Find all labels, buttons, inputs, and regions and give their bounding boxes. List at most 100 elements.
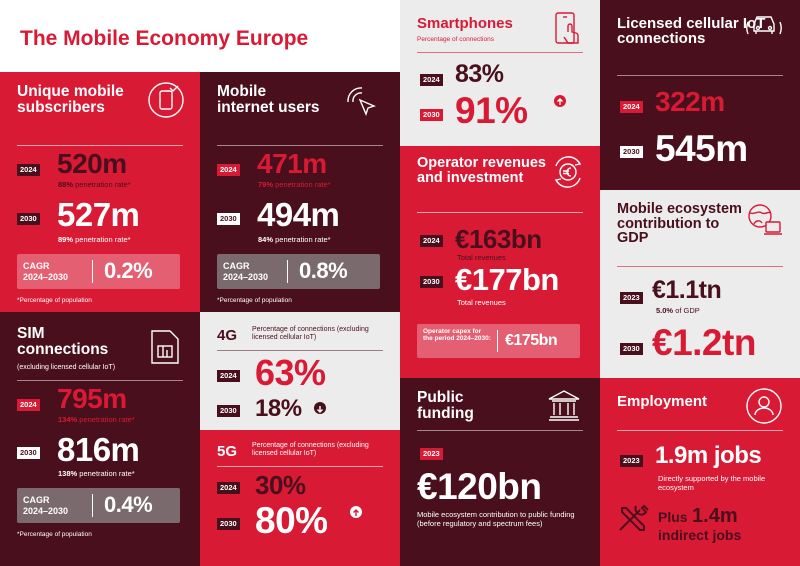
gdp-share: 5.0% of GDP [656, 306, 700, 315]
operator-value-2: €177bn [455, 262, 559, 297]
unique-cagr-value: 0.2% [104, 258, 153, 283]
g5-value-1: 30% [255, 470, 306, 500]
internet-heading: Mobile internet users [217, 83, 320, 116]
operator-value-1: €163bn [455, 224, 542, 254]
g5-year-1: 2024 [217, 482, 240, 494]
connected-car-icon [744, 8, 784, 49]
panel-5g: 5G Percentage of connections (excluding … [200, 430, 400, 566]
panel-operator-revenues: Operator revenues and investment 2024 €1… [400, 146, 600, 378]
cursor-click-icon [340, 80, 382, 127]
operator-heading: Operator revenues and investment [417, 155, 546, 186]
panel-public-funding: Public funding 2023 €120bn Mobile ecosys… [400, 378, 600, 566]
gdp-value-1: €1.1tn [652, 276, 722, 304]
panel-4g: 4G Percentage of connections (excluding … [200, 312, 400, 430]
tools-icon [614, 500, 652, 543]
panel-smartphones: Smartphones Percentage of connections 20… [400, 0, 600, 146]
unique-heading: Unique mobile subscribers [17, 83, 124, 116]
operator-capex-value: €175bn [505, 332, 558, 349]
unique-value-2: 527m [57, 196, 140, 233]
smart-heading: Smartphones [417, 15, 513, 32]
g5-sub: Percentage of connections (excluding lic… [252, 442, 369, 458]
employment-indirect: Plus 1.4m [658, 505, 738, 527]
increase-arrow-icon [350, 506, 362, 518]
government-building-icon [546, 388, 582, 427]
panel-iot-connections: Licensed cellular IoT connections 2024 3… [600, 0, 800, 190]
title-area: The Mobile Economy Europe [0, 0, 400, 72]
smartphone-tap-icon [550, 10, 584, 55]
panel-unique-subscribers: Unique mobile subscribers 2024 520m 88% … [0, 72, 200, 312]
employment-value: 1.9m jobs [655, 442, 762, 469]
public-value: €120bn [417, 466, 542, 507]
internet-footnote: *Percentage of population [217, 297, 292, 304]
panel-employment: Employment 2023 1.9m jobs Directly suppo… [600, 378, 800, 566]
operator-capex-label: Operator capex for the period 2024–2030: [423, 328, 491, 343]
sim-cagr-label: CAGR 2024–2030 [23, 495, 69, 516]
sim-card-icon [148, 328, 182, 371]
smart-value-1: 83% [455, 60, 504, 88]
g5-heading: 5G [217, 443, 238, 460]
sim-value-1: 795m [57, 383, 127, 414]
unique-year-1: 2024 [17, 164, 40, 176]
panel-internet-users: Mobile internet users 2024 471m 79% pene… [200, 72, 400, 312]
phone-check-icon [146, 80, 186, 125]
sim-year-1: 2024 [17, 399, 40, 411]
increase-arrow-icon [554, 95, 566, 107]
sim-rate-2: 138% penetration rate* [58, 469, 135, 478]
smart-value-2: 91% [455, 90, 528, 131]
gdp-year-1: 2023 [620, 292, 643, 304]
unique-rate-2: 89% penetration rate* [58, 235, 131, 244]
public-heading: Public funding [417, 389, 474, 422]
iot-value-1: 322m [655, 86, 725, 117]
employment-indirect-label: indirect jobs [658, 527, 742, 543]
unique-cagr-box: CAGR 2024–2030 0.2% [17, 254, 180, 289]
sim-cagr-value: 0.4% [104, 492, 153, 517]
g4-value-2: 18% [255, 395, 302, 422]
internet-cagr-box: CAGR 2024–2030 0.8% [217, 254, 380, 289]
panel-sim-connections: SIM connections (excluding licensed cell… [0, 312, 200, 566]
gdp-value-2: €1.2tn [652, 322, 756, 363]
unique-footnote: *Percentage of population [17, 297, 92, 304]
unique-cagr-label: CAGR 2024–2030 [23, 261, 69, 282]
sim-heading: SIM connections [17, 325, 109, 358]
g5-year-2: 2030 [217, 518, 240, 530]
sim-sub: (excluding licensed cellular IoT) [17, 364, 116, 371]
sim-value-2: 816m [57, 431, 140, 468]
euro-cycle-icon [548, 152, 588, 197]
g4-value-1: 63% [255, 352, 326, 393]
g4-heading: 4G [217, 327, 238, 344]
internet-year-1: 2024 [217, 164, 240, 176]
operator-year-2: 2030 [420, 276, 443, 288]
smart-year-2: 2030 [420, 109, 443, 121]
unique-rate-1: 88% penetration rate* [58, 180, 131, 189]
iot-year-2: 2030 [620, 146, 643, 158]
employment-year: 2023 [620, 455, 643, 467]
unique-year-2: 2030 [17, 213, 40, 225]
page-title: The Mobile Economy Europe [20, 27, 309, 50]
operator-year-1: 2024 [420, 235, 443, 247]
g4-year-1: 2024 [217, 370, 240, 382]
iot-heading: Licensed cellular IoT connections [617, 15, 766, 47]
globe-devices-icon [744, 200, 784, 245]
operator-sub-1: Total revenues [457, 253, 506, 262]
sim-cagr-box: CAGR 2024–2030 0.4% [17, 488, 180, 523]
internet-value-2: 494m [257, 196, 340, 233]
public-desc: Mobile ecosystem contribution to public … [417, 510, 575, 528]
g4-year-2: 2030 [217, 405, 240, 417]
internet-cagr-value: 0.8% [299, 258, 348, 283]
employment-sub: Directly supported by the mobile ecosyst… [658, 474, 766, 492]
internet-rate-2: 84% penetration rate* [258, 235, 331, 244]
gdp-year-2: 2030 [620, 343, 643, 355]
sim-year-2: 2030 [17, 447, 40, 459]
operator-capex-box: Operator capex for the period 2024–2030:… [417, 324, 580, 358]
g4-sub: Percentage of connections (excluding lic… [252, 326, 369, 342]
sim-footnote: *Percentage of population [17, 531, 92, 538]
decrease-arrow-icon [314, 402, 326, 414]
iot-value-2: 545m [655, 128, 748, 169]
iot-year-1: 2024 [620, 101, 643, 113]
operator-sub-2: Total revenues [457, 298, 506, 307]
panel-gdp: Mobile ecosystem contribution to GDP 202… [600, 190, 800, 378]
internet-year-2: 2030 [217, 213, 240, 225]
person-icon [744, 386, 784, 431]
internet-rate-1: 79% penetration rate* [258, 180, 331, 189]
gdp-heading: Mobile ecosystem contribution to GDP [617, 201, 742, 246]
